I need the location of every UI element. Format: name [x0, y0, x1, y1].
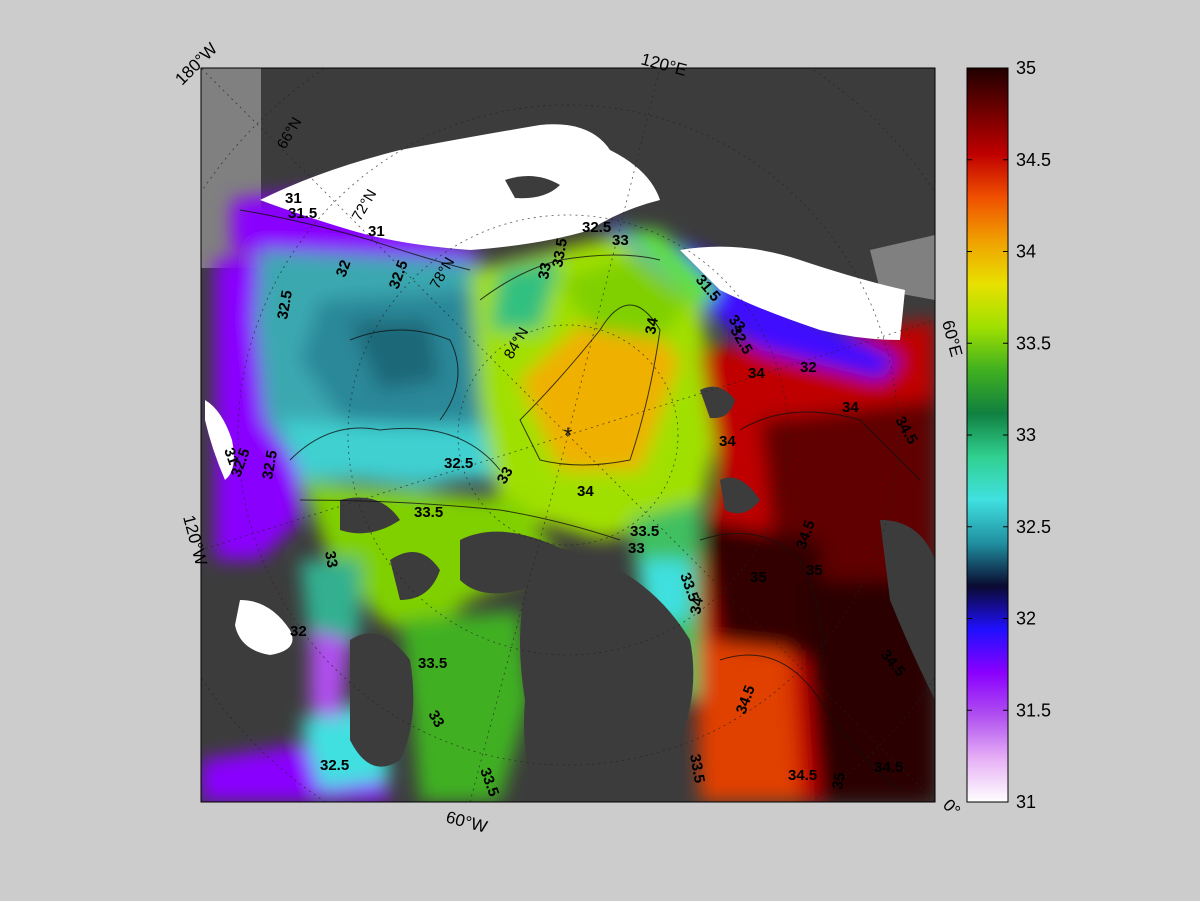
contour-label: 33 [494, 464, 517, 487]
gray-shelf [505, 176, 560, 199]
contour-label: 34 [842, 399, 859, 416]
colorbar: 35 34.5 34 33.5 33 32.5 32 31.5 31 [966, 58, 1051, 812]
contour-label: 34 [642, 316, 662, 336]
contour-label: 32.5 [274, 289, 296, 321]
contour-label: 33.5 [418, 655, 447, 672]
map-frame [200, 67, 936, 803]
svalbard [700, 386, 735, 419]
contour-label: 32.5 [320, 757, 349, 774]
ice-region [680, 246, 905, 340]
contour-label: 34 [748, 365, 765, 382]
colorbar-tick-label: 33 [1016, 425, 1036, 445]
contour-label: 32.5 [444, 455, 473, 472]
map-panel: * 66°N 72°N 78°N 84°N 31 31.5 31 32 32.5… [201, 68, 935, 802]
contour-label: 34.5 [874, 759, 903, 776]
contour-label: 33 [535, 261, 555, 280]
greenland [520, 564, 694, 802]
north-asia-coast [440, 68, 935, 230]
ellesmere-island [460, 531, 600, 594]
contour-label: 34 [719, 433, 736, 450]
contour-label: 33 [628, 540, 645, 557]
north-pole-marker: * [564, 423, 573, 448]
contour-lines [239, 209, 921, 791]
contour-label: 32 [290, 623, 307, 640]
contour-label: 32 [800, 359, 817, 376]
contour-label: 33 [321, 550, 341, 569]
ice-region [235, 600, 293, 655]
ice-region [260, 124, 660, 250]
contour-label: 33.5 [686, 753, 708, 785]
colorbar-tick-label: 32 [1016, 609, 1036, 629]
colorbar-tick-label: 34 [1016, 242, 1036, 262]
contour-label: 35 [750, 569, 767, 586]
lon-label-60w: 60°W [444, 808, 489, 837]
colorbar-tick-label: 32.5 [1016, 517, 1051, 537]
baffin-island [350, 633, 414, 767]
colorbar-tick-label: 34.5 [1016, 150, 1051, 170]
colorbar-tick-label: 31 [1016, 792, 1036, 812]
contour-label: 35 [829, 771, 849, 790]
colorbar-ramp [967, 68, 1008, 802]
contour-label: 33.5 [630, 523, 659, 540]
contour-label: 31 [220, 446, 242, 467]
novaya-zemlya [720, 477, 760, 514]
contour-label: 31 [368, 223, 385, 240]
colorbar-ticks: 35 34.5 34 33.5 33 32.5 32 31.5 31 [967, 58, 1051, 812]
scandinavia [880, 520, 935, 700]
contour-label: 34 [577, 483, 594, 500]
sea-ice [205, 124, 905, 655]
graticule [201, 68, 935, 802]
colorbar-tick-label: 31.5 [1016, 700, 1051, 720]
contour-labels: 31 31.5 31 32 32.5 32.5 32.5 32.5 33 33.… [220, 190, 921, 799]
contour-label: 31.5 [288, 205, 317, 222]
contour-label: 33.5 [549, 237, 571, 269]
contour-label: 34 [687, 596, 707, 616]
colorbar-tick-label: 35 [1016, 58, 1036, 78]
colorbar-tick-label: 33.5 [1016, 333, 1051, 353]
contour-label: 32 [333, 258, 355, 279]
contour-label: 33 [612, 232, 629, 249]
contour-label: 33 [425, 708, 448, 731]
gray-region [870, 235, 935, 300]
contour-label: 32.5 [582, 219, 611, 236]
contour-label: 34.5 [788, 767, 817, 784]
archipelago-island [340, 497, 400, 534]
lon-label-60e: 60°E [938, 318, 966, 359]
archipelago-island [390, 552, 440, 600]
land-masses [340, 68, 935, 802]
contour-label: 31 [285, 190, 302, 207]
lon-label-0: 0° [939, 795, 964, 820]
contour-label: 32.5 [259, 449, 281, 481]
ice-region [205, 400, 234, 480]
contour-label: 33.5 [414, 504, 443, 521]
contour-label: 35 [806, 562, 823, 579]
